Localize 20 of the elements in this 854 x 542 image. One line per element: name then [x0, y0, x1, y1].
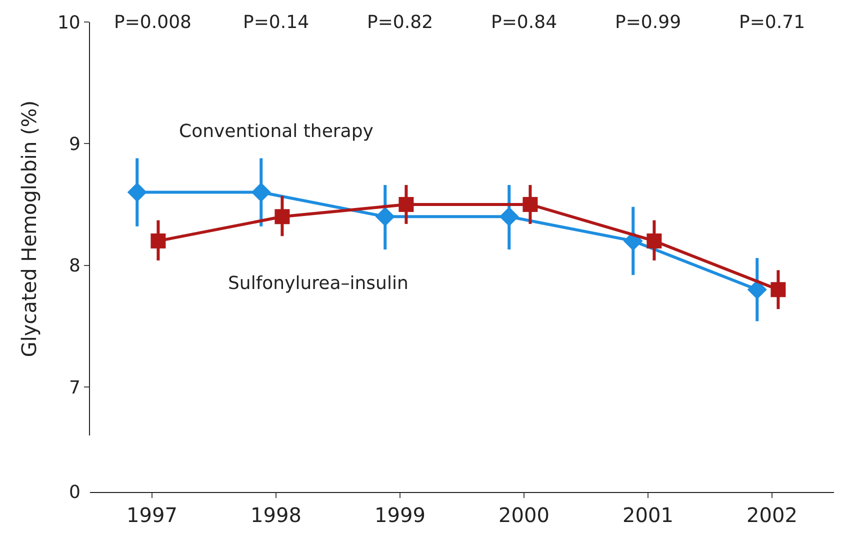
text: Conventional therapy	[179, 121, 374, 142]
y-tick-label: 10	[57, 12, 80, 34]
text: 0	[69, 482, 80, 503]
y-tick-label: 7	[68, 377, 80, 398]
annotation: P=0.82	[367, 12, 434, 33]
x-tick-label: 2001	[622, 503, 674, 527]
annotation: P=0.99	[615, 12, 682, 33]
annotation: P=0.008	[114, 12, 192, 33]
x-tick-label: 1998	[250, 503, 302, 527]
y-axis-title: Glycated Hemoglobin (%)	[16, 100, 41, 358]
x-tick-label: 1997	[126, 503, 178, 527]
x-tick-label: 2002	[746, 503, 798, 527]
annotation: P=0.71	[739, 12, 806, 33]
y-tick-label: 8	[68, 256, 80, 277]
annotation: P=0.84	[491, 12, 558, 33]
annotation: P=0.14	[243, 12, 310, 33]
x-tick-label: 2000	[498, 503, 550, 527]
text: Sulfonylurea–insulin	[228, 273, 408, 294]
y-tick-label: 9	[68, 134, 80, 155]
x-tick-label: 1999	[374, 503, 426, 527]
